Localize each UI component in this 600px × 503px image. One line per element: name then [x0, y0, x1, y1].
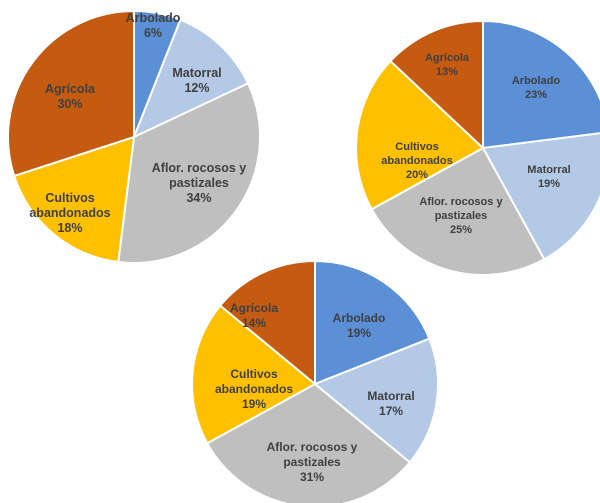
data-label-cultivos-abandonados: Cultivos abandonados 19% [215, 367, 293, 411]
data-label-agricola: Agrícola 13% [425, 52, 470, 78]
pie-slice-aflor-rocosos-y-pastizales [370, 147, 546, 276]
data-label-aflor-rocosos-y-pastizales: Aflor. rocosos y pastizales 31% [267, 440, 358, 484]
data-label-matorral: Matorral 17% [367, 389, 414, 418]
data-label-matorral: Matorral 12% [172, 66, 221, 95]
data-label-arbolado: Arbolado 19% [333, 311, 386, 340]
pie-chart-1: Arbolado 6% Matorral 12% Aflor. rocosos y pas… [7, 10, 262, 264]
pie-slice-cultivos-abandonados [355, 60, 484, 211]
pie-slice-matorral [314, 337, 439, 464]
data-label-cultivos-abandonados: Cultivos abandonados 20% [381, 141, 453, 181]
pie-slice-matorral [133, 18, 250, 138]
data-label-cultivos-abandonados: Cultivos abandonados 18% [29, 191, 110, 235]
pie-slice-aflor-rocosos-y-pastizales [206, 383, 411, 503]
pie-slice-aflor-rocosos-y-pastizales [117, 82, 262, 264]
data-label-arbolado: Arbolado 23% [512, 75, 561, 101]
data-label-aflor-rocosos-y-pastizales: Aflor. rocosos y pastizales 25% [419, 196, 503, 236]
pie-slice-arbolado [314, 260, 431, 385]
pie-slice-agricola [7, 10, 135, 177]
pie-slice-cultivos-abandonados [191, 304, 316, 445]
data-label-arbolado: Arbolado 6% [126, 11, 181, 40]
pie-slice-cultivos-abandonados [13, 136, 135, 264]
pie-slice-arbolado [482, 20, 600, 149]
data-label-agricola: Agrícola 14% [230, 301, 278, 330]
data-label-agricola: Agrícola 30% [45, 82, 96, 111]
data-label-aflor-rocosos-y-pastizales: Aflor. rocosos y pastizales 34% [152, 161, 247, 205]
pie-slice-agricola [219, 260, 316, 385]
pie-slice-agricola [389, 20, 484, 149]
data-label-matorral: Matorral 19% [527, 164, 570, 190]
pie-chart-3: Arbolado 19% Matorral 17% Aflor. rocosos y pa… [191, 260, 439, 503]
pie-slice-matorral [482, 132, 600, 261]
pie-chart-2: Arbolado 23% Matorral 19% Aflor. rocosos y pa… [355, 20, 600, 276]
